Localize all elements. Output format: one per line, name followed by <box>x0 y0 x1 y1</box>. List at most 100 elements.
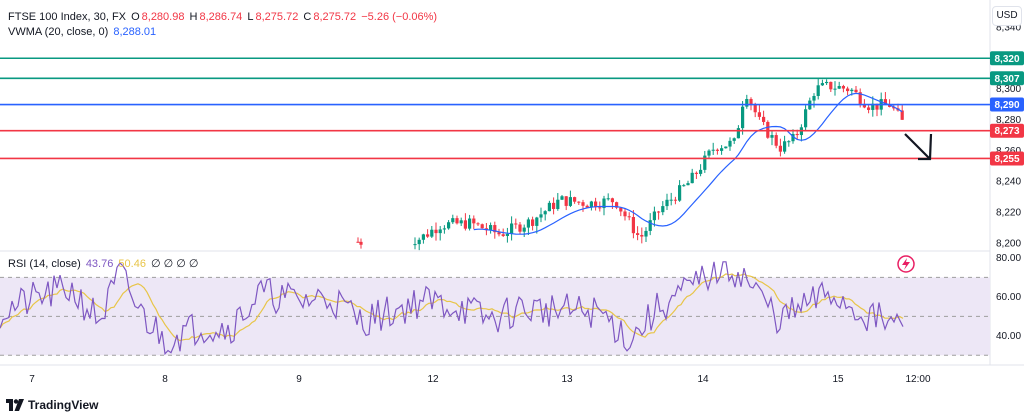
low-label: L <box>247 11 254 23</box>
candle-body <box>421 234 425 240</box>
time-tick-label: 9 <box>296 374 302 385</box>
candle-body <box>359 241 363 245</box>
horizontal-levels[interactable] <box>0 57 990 160</box>
currency-button[interactable]: USD <box>992 6 1022 26</box>
candle-body <box>900 110 904 120</box>
candle-body <box>829 81 833 90</box>
candle-body <box>669 199 673 201</box>
price-tag-label: 8,320 <box>994 54 1019 65</box>
candle-body <box>472 218 476 224</box>
high-label: H <box>189 11 198 23</box>
candle-body <box>699 169 703 174</box>
candle-body <box>791 133 795 142</box>
candle-body <box>602 198 606 209</box>
price-tag-box <box>990 51 1024 66</box>
candle-body <box>854 89 858 93</box>
candle-body <box>510 223 514 234</box>
candle-body <box>434 229 438 234</box>
candle-body <box>657 211 661 213</box>
candle-body <box>547 202 551 212</box>
candle-body <box>573 197 577 202</box>
candle-body <box>451 218 455 223</box>
candle-body <box>711 149 715 151</box>
lightning-icon[interactable] <box>897 255 915 273</box>
candle-body <box>783 141 787 152</box>
candle-body <box>841 86 845 89</box>
high-value: 8,286.74 <box>199 11 243 23</box>
down-arrow-drawing[interactable] <box>904 133 933 161</box>
rsi-axis[interactable]: 80.00 60.00 40.00 <box>996 253 1021 342</box>
vwma-legend: VWMA (20, close, 0) 8,288.01 <box>8 26 158 38</box>
candle-body <box>724 146 728 149</box>
tradingview-logo[interactable]: TradingView <box>6 398 98 412</box>
time-tick-label: 12:00 <box>905 374 930 385</box>
candle-body <box>766 121 770 138</box>
candle-body <box>736 128 740 139</box>
candle-body <box>606 198 610 200</box>
candle-body <box>707 150 711 156</box>
price-tick-label: 8,300 <box>996 84 1021 95</box>
candle-body <box>812 95 816 101</box>
candle-body <box>455 218 459 224</box>
price-tick-label: 8,260 <box>996 146 1021 157</box>
rsi-ma-line <box>0 273 904 342</box>
symbol-legend: FTSE 100 Index, 30, FX O 8,280.98 H 8,286.… <box>8 11 439 23</box>
candle-body <box>833 88 837 90</box>
candle-body <box>577 201 581 203</box>
vwma-value: 8,288.01 <box>113 26 157 38</box>
time-axis[interactable]: 7 8 9 12 13 14 15 12:00 <box>29 374 931 385</box>
candle-body <box>640 234 644 237</box>
price-tags: 8,320 8,307 8,290 8,273 8,255 <box>990 51 1024 166</box>
candle-body <box>459 220 463 224</box>
candle-body <box>678 185 682 201</box>
vwma-label[interactable]: VWMA (20, close, 0) <box>8 26 109 38</box>
candle-body <box>820 83 824 86</box>
candle-body <box>476 223 480 225</box>
candle-body <box>837 86 841 89</box>
candle-body <box>531 219 535 226</box>
candle-body <box>356 241 360 243</box>
time-tick-label: 12 <box>427 374 439 385</box>
change-value: −5.26 (−0.06%) <box>361 11 438 23</box>
candle-body <box>858 92 862 104</box>
time-tick-label: 13 <box>561 374 573 385</box>
candle-body <box>749 98 753 105</box>
time-tick-label: 14 <box>697 374 709 385</box>
candle-body <box>728 140 732 147</box>
candle-body <box>522 227 526 232</box>
candle-body <box>489 225 493 231</box>
vwma-line <box>473 92 903 235</box>
rsi-label[interactable]: RSI (14, close) <box>8 258 81 270</box>
candle-body <box>703 155 707 170</box>
candle-body <box>480 224 484 229</box>
candle-body <box>413 244 417 246</box>
candle-body <box>690 172 694 184</box>
candle-body <box>648 220 652 231</box>
rsi-value: 43.76 <box>85 258 114 270</box>
candle-body <box>493 225 497 233</box>
symbol-label[interactable]: FTSE 100 Index, 30, FX <box>8 11 127 23</box>
candle-body <box>673 199 677 201</box>
candle-body <box>774 135 778 146</box>
rsi-tick-label: 40.00 <box>996 331 1021 342</box>
candle-body <box>543 211 547 215</box>
price-tag-label: 8,255 <box>994 154 1019 165</box>
candle-body <box>825 81 829 84</box>
price-tick-label: 8,340 <box>996 22 1021 33</box>
candle-body <box>552 202 556 209</box>
candle-body <box>417 239 421 245</box>
price-tag-box <box>990 71 1024 86</box>
candle-body <box>610 198 614 203</box>
time-tick-label: 8 <box>162 374 168 385</box>
candle-body <box>757 112 761 117</box>
candle-body <box>581 202 585 206</box>
candle-body <box>745 98 749 107</box>
candle-body <box>661 206 665 213</box>
candle-body <box>846 88 850 92</box>
candle-body <box>539 214 543 218</box>
candle-body <box>787 141 791 143</box>
candle-body <box>762 116 766 122</box>
candle-body <box>631 217 635 234</box>
rsi-extra-values: ∅ ∅ ∅ ∅ <box>151 258 199 270</box>
